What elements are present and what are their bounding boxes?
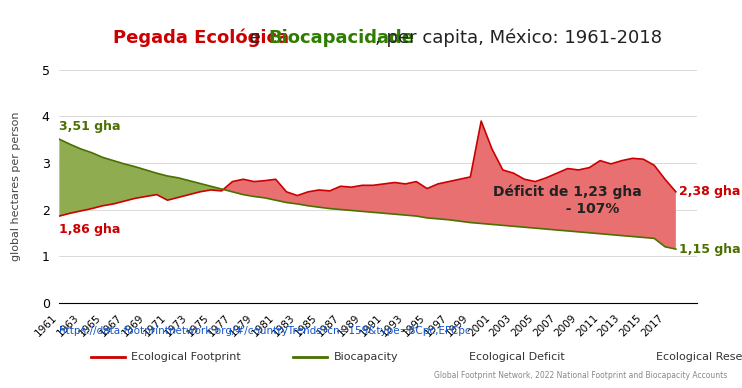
Text: 1,86 gha: 1,86 gha (59, 223, 121, 237)
Text: Ecological Deficit: Ecological Deficit (469, 352, 565, 362)
Text: Biocapacidade: Biocapacidade (269, 29, 415, 47)
Y-axis label: global hectares per person: global hectares per person (11, 111, 21, 261)
Text: Ecological Reserve: Ecological Reserve (657, 352, 742, 362)
Text: https://data.footprintnetwork.org/#/countryTrends?cn=159&type=BCpc,EFCpc: https://data.footprintnetwork.org/#/coun… (59, 326, 471, 336)
Text: 2,38 gha: 2,38 gha (679, 185, 741, 198)
Text: Déficit de 1,23 gha
          - 107%: Déficit de 1,23 gha - 107% (493, 185, 642, 216)
Text: Global Footprint Network, 2022 National Footprint and Biocapacity Accounts: Global Footprint Network, 2022 National … (434, 371, 727, 380)
Text: Pegada Ecológica: Pegada Ecológica (113, 28, 289, 47)
Text: , per capita, México: 1961-2018: , per capita, México: 1961-2018 (375, 28, 662, 47)
Text: e: e (244, 29, 266, 47)
Text: 1,15 gha: 1,15 gha (679, 242, 741, 256)
Text: Biocapacity: Biocapacity (334, 352, 398, 362)
Text: 3,51 gha: 3,51 gha (59, 120, 121, 133)
Text: Ecological Footprint: Ecological Footprint (131, 352, 241, 362)
